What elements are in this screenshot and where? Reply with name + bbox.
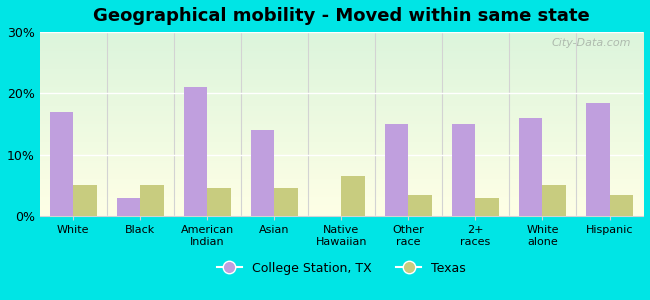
Bar bbox=[73, 185, 97, 216]
Bar bbox=[207, 188, 231, 216]
Bar bbox=[184, 87, 207, 216]
Bar bbox=[475, 198, 499, 216]
Bar bbox=[274, 188, 298, 216]
Text: City-Data.com: City-Data.com bbox=[551, 38, 631, 48]
Bar bbox=[385, 124, 408, 216]
Bar bbox=[140, 185, 164, 216]
Bar bbox=[408, 194, 432, 216]
Bar bbox=[452, 124, 475, 216]
Legend: College Station, TX, Texas: College Station, TX, Texas bbox=[212, 256, 471, 280]
Bar bbox=[586, 103, 610, 216]
Bar bbox=[543, 185, 566, 216]
Bar bbox=[50, 112, 73, 216]
Bar bbox=[251, 130, 274, 216]
Bar bbox=[117, 198, 140, 216]
Title: Geographical mobility - Moved within same state: Geographical mobility - Moved within sam… bbox=[93, 7, 590, 25]
Bar bbox=[519, 118, 543, 216]
Bar bbox=[610, 194, 633, 216]
Bar bbox=[341, 176, 365, 216]
